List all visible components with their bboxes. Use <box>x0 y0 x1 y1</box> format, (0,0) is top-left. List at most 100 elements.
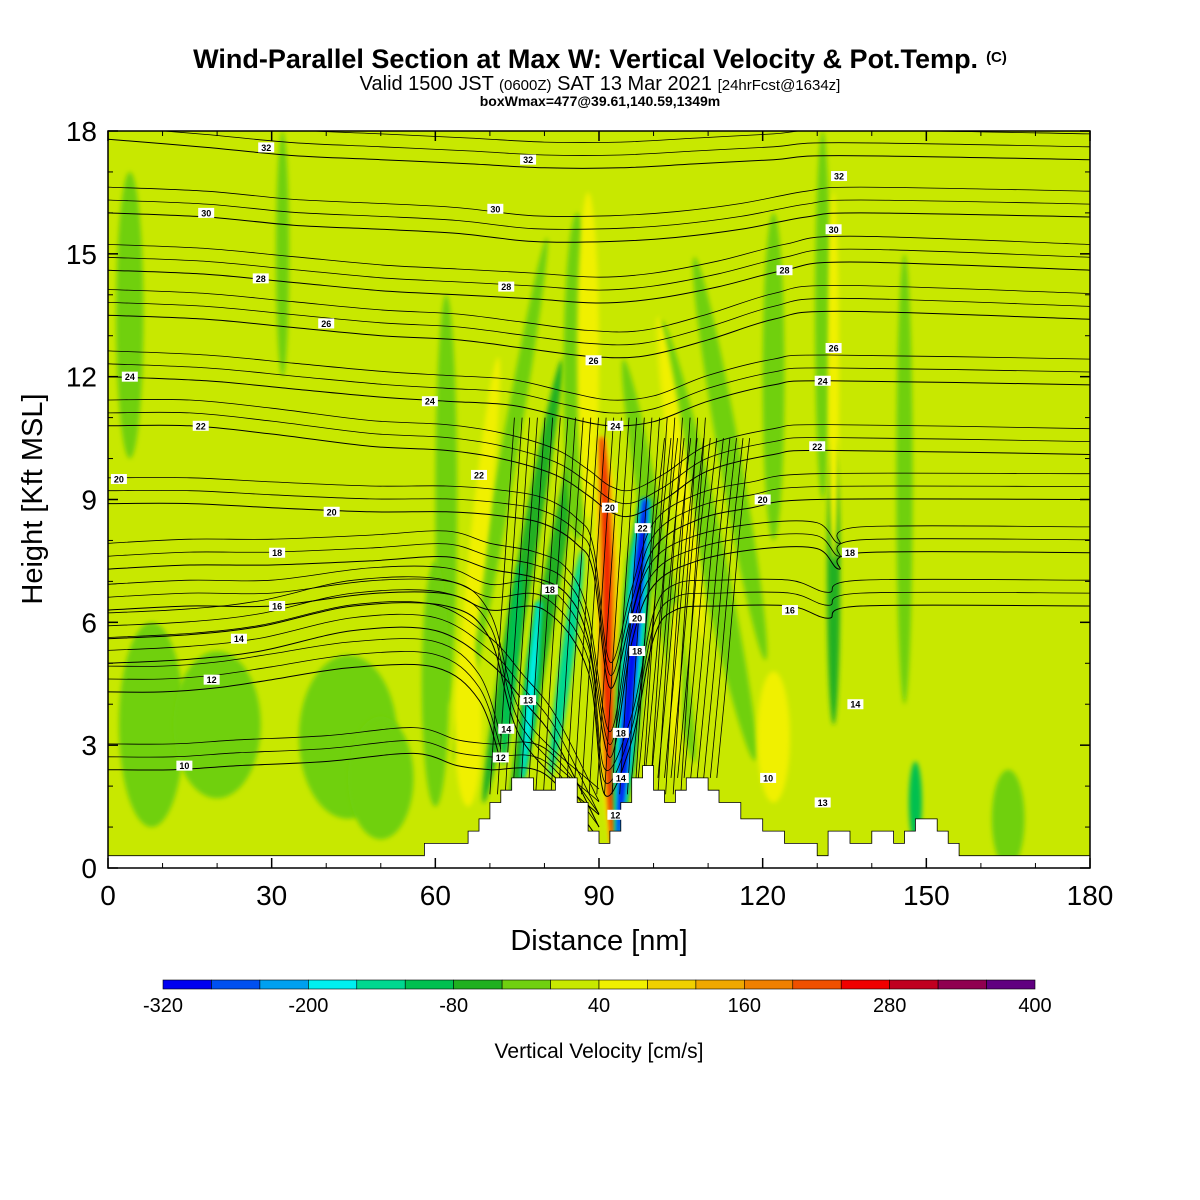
isentrope-theta-20 <box>108 498 1090 689</box>
x-tick-label: 180 <box>1067 880 1114 911</box>
contour-label-text: 18 <box>272 548 282 558</box>
colorbar-swatch <box>211 979 261 990</box>
colorbar-swatch <box>453 979 503 990</box>
contour-label-text: 10 <box>763 773 773 783</box>
field-region <box>276 131 290 377</box>
contour-label-bg <box>520 695 537 706</box>
contour-label-bg <box>612 727 629 738</box>
colorbar-tick-label: 400 <box>1018 995 1051 1017</box>
contour-label-text: 32 <box>523 155 533 165</box>
contour-label-bg <box>252 273 269 284</box>
isentrope-theta-14 <box>108 602 600 816</box>
y-tick-label: 15 <box>66 239 97 270</box>
contour-label-bg <box>629 613 646 624</box>
isentrope-line <box>108 284 1090 333</box>
contour-label: 28 <box>252 273 269 284</box>
contour-label-text: 18 <box>632 646 642 656</box>
contour-label-bg <box>612 772 629 783</box>
contour-label-text: 26 <box>321 319 331 329</box>
contour-label-bg <box>825 224 842 235</box>
field-region <box>453 237 548 762</box>
contour-label-bg <box>831 171 848 182</box>
contour-label: 20 <box>629 613 646 624</box>
contour-label-bg <box>269 547 286 558</box>
contour-label: 26 <box>318 318 335 329</box>
contour-label-text: 18 <box>545 585 555 595</box>
field-region <box>656 316 706 642</box>
x-tick-label: 150 <box>903 880 950 911</box>
isentrope-theta-12 <box>108 663 502 762</box>
contour-label-bg <box>760 772 777 783</box>
wave-line <box>512 417 538 795</box>
contour-label-text: 14 <box>850 700 860 710</box>
isentrope-line <box>108 520 1090 733</box>
isentrope-line <box>108 235 1090 278</box>
contour-label-text: 20 <box>758 495 768 505</box>
valid-date: SAT 13 Mar 2021 <box>557 73 712 95</box>
contour-label-text: 13 <box>523 696 533 706</box>
wave-line <box>573 417 599 795</box>
isentrope-line <box>108 411 1090 505</box>
contour-label-bg <box>847 699 864 710</box>
contour-label: 28 <box>776 265 793 276</box>
isentrope-line <box>108 350 1090 401</box>
isentrope-line <box>108 398 1090 492</box>
contour-label-text: 22 <box>196 421 206 431</box>
wave-line <box>670 438 705 778</box>
contour-label-bg <box>814 375 831 386</box>
contour-label: 30 <box>487 203 504 214</box>
valid-time: Valid 1500 JST <box>359 73 494 95</box>
contour-label-bg <box>585 355 602 366</box>
contour-label: 12 <box>607 809 624 820</box>
contour-label-bg <box>121 371 138 382</box>
wave-line <box>581 417 607 795</box>
colorbar-swatch <box>308 979 358 990</box>
contour-label: 22 <box>192 420 209 431</box>
colorbar-tick-label: -200 <box>288 995 328 1017</box>
wave-line <box>637 438 672 778</box>
field-region <box>454 642 482 807</box>
contour-label-bg <box>230 633 247 644</box>
contour-label-bg <box>192 420 209 431</box>
wave-line <box>489 417 515 795</box>
contour-label-bg <box>487 203 504 214</box>
isentrope-theta-32 <box>108 138 1090 169</box>
contour-label: 30 <box>198 207 215 218</box>
isentrope-line <box>108 472 1090 663</box>
colorbar-swatch <box>937 979 987 990</box>
contour-label-bg <box>258 142 275 153</box>
x-tick-label: 60 <box>420 880 451 911</box>
contour-label: 14 <box>847 699 864 710</box>
wave-line <box>644 438 678 778</box>
field-region <box>896 253 913 705</box>
updraft-core <box>601 438 613 844</box>
terrain-profile <box>107 765 1091 869</box>
wave-line <box>604 417 630 795</box>
isentrope-line <box>108 576 600 790</box>
contour-label-text: 12 <box>496 753 506 763</box>
contour-label-bg <box>203 674 220 685</box>
y-tick-label: 12 <box>66 362 97 393</box>
contour-label-bg <box>470 469 487 480</box>
isentrope-theta-28 <box>108 261 1090 304</box>
isentrope-line <box>108 533 1090 746</box>
contour-label-text: 14 <box>616 773 626 783</box>
wave-line <box>631 438 665 778</box>
isentrope-line <box>108 297 1090 346</box>
field-region <box>549 549 584 777</box>
wave-line <box>672 417 699 795</box>
contour-label-text: 30 <box>490 204 500 214</box>
contour-label-text: 12 <box>610 810 620 820</box>
wave-line <box>550 417 576 795</box>
field-region <box>421 560 449 807</box>
contour-label: 24 <box>121 371 138 382</box>
contour-label: 10 <box>760 772 777 783</box>
field-region <box>828 192 840 561</box>
contour-label-text: 24 <box>425 397 435 407</box>
contour-label-bg <box>754 494 771 505</box>
wave-line <box>535 417 561 795</box>
contour-label-text: 16 <box>785 606 795 616</box>
colorbar-tick-label: -80 <box>439 995 468 1017</box>
contour-label-text: 10 <box>179 761 189 771</box>
wave-line <box>665 417 691 795</box>
